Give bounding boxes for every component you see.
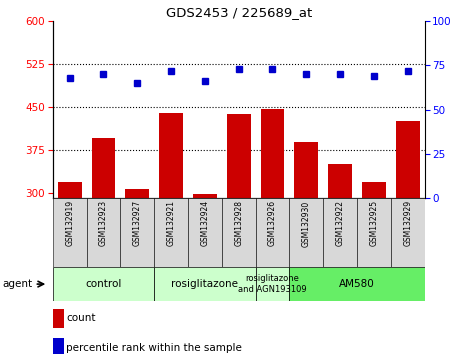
Bar xyxy=(289,267,425,301)
Bar xyxy=(289,198,323,267)
Bar xyxy=(256,267,289,301)
Text: AM580: AM580 xyxy=(339,279,375,289)
Text: count: count xyxy=(67,313,96,324)
Text: rosiglitazone
and AGN193109: rosiglitazone and AGN193109 xyxy=(238,274,307,294)
Bar xyxy=(159,113,183,354)
Bar xyxy=(92,138,115,354)
Text: GSM132922: GSM132922 xyxy=(336,200,345,246)
Text: GSM132929: GSM132929 xyxy=(403,200,412,246)
Text: agent: agent xyxy=(2,279,33,289)
Bar xyxy=(154,198,188,267)
Text: control: control xyxy=(85,279,122,289)
Text: GSM132926: GSM132926 xyxy=(268,200,277,246)
Bar xyxy=(125,189,149,354)
Text: GSM132924: GSM132924 xyxy=(201,200,209,246)
Bar xyxy=(362,182,386,354)
Text: GSM132930: GSM132930 xyxy=(302,200,311,246)
Bar xyxy=(53,267,154,301)
Text: GSM132927: GSM132927 xyxy=(133,200,142,246)
Bar xyxy=(120,198,154,267)
Bar xyxy=(261,109,284,354)
Bar xyxy=(222,198,256,267)
Bar xyxy=(87,198,120,267)
Bar xyxy=(154,267,256,301)
Bar xyxy=(53,338,65,354)
Text: GSM132928: GSM132928 xyxy=(234,200,243,246)
Bar xyxy=(193,194,217,354)
Bar xyxy=(58,182,82,354)
Bar xyxy=(53,309,65,328)
Bar xyxy=(391,198,425,267)
Bar xyxy=(328,164,352,354)
Text: GSM132919: GSM132919 xyxy=(65,200,74,246)
Text: GSM132921: GSM132921 xyxy=(167,200,176,246)
Bar xyxy=(188,198,222,267)
Text: percentile rank within the sample: percentile rank within the sample xyxy=(67,343,242,353)
Bar xyxy=(227,114,251,354)
Bar xyxy=(53,198,87,267)
Bar xyxy=(357,198,391,267)
Bar xyxy=(323,198,357,267)
Bar xyxy=(256,198,289,267)
Text: rosiglitazone: rosiglitazone xyxy=(171,279,238,289)
Title: GDS2453 / 225689_at: GDS2453 / 225689_at xyxy=(166,6,312,19)
Text: GSM132923: GSM132923 xyxy=(99,200,108,246)
Bar xyxy=(396,121,420,354)
Text: GSM132925: GSM132925 xyxy=(369,200,378,246)
Bar xyxy=(295,142,318,354)
